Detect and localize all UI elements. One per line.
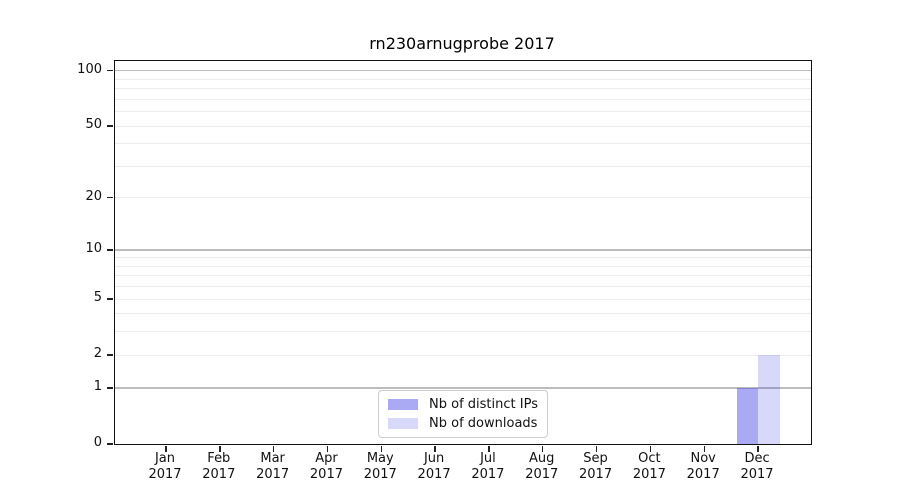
y-tick-label: 2 [93,346,102,362]
x-tick-mark [542,446,544,452]
x-tick-label: Feb 2017 [202,451,236,482]
y-tick-mark [107,298,113,300]
chart-title: rn230arnugprobe 2017 [369,34,555,53]
plot-area: Nb of distinct IPs Nb of downloads [107,60,812,452]
y-tick-label: 100 [77,61,102,77]
x-tick-mark [595,446,598,452]
y-tick-label: 0 [93,435,102,450]
gridline-major [115,387,811,389]
gridline-major [115,249,811,251]
x-tick-mark [326,446,329,452]
x-tick-mark [757,446,759,452]
x-tick-mark [703,446,705,452]
legend-label-downloads: Nb of downloads [429,416,538,431]
x-tick-label: Aug 2017 [525,451,559,482]
x-tick-label: May 2017 [363,451,397,482]
y-tick-mark [107,125,113,127]
y-tick-mark [107,443,113,445]
gridline-minor [115,98,811,100]
y-tick-label: 20 [85,188,102,204]
legend-swatch-distinct-ips [388,399,419,410]
gridline-minor [115,265,811,267]
legend-item-distinct-ips: Nb of distinct IPs [388,397,538,412]
y-tick-label: 10 [85,241,102,257]
x-tick-label: Nov 2017 [686,451,720,482]
x-tick-mark [434,446,436,452]
legend-swatch-downloads [388,418,419,429]
gridline-minor [115,275,811,277]
bar-downloads [758,355,780,444]
y-tick-mark [107,354,113,356]
y-tick-label: 1 [93,378,102,394]
gridline-minor [115,143,811,145]
x-tick-label: Apr 2017 [309,451,343,482]
x-tick-label: Mar 2017 [256,451,290,482]
y-tick-mark [107,70,113,72]
gridline-minor [115,286,811,288]
gridline-minor [115,197,811,199]
chart-legend: Nb of distinct IPs Nb of downloads [378,390,548,438]
y-tick-label: 50 [85,117,102,133]
bar-distinct-ips [736,387,759,444]
x-tick-mark [219,446,221,452]
y-tick-mark [107,387,113,389]
gridline-minor [115,313,811,315]
gridline-minor [115,298,811,300]
x-tick-mark [380,446,382,452]
legend-item-downloads: Nb of downloads [388,416,538,431]
gridline-minor [115,125,811,127]
y-tick-mark [107,249,113,251]
x-tick-mark [272,446,275,452]
y-tick-label: 5 [93,290,102,306]
x-tick-label: Jun 2017 [417,451,451,482]
x-tick-mark [488,446,490,452]
gridline-minor [115,78,811,80]
legend-label-distinct-ips: Nb of distinct IPs [429,397,538,412]
x-tick-mark [649,446,652,452]
x-tick-label: Oct 2017 [632,451,666,482]
x-axis: Jan 2017 Feb 2017 Mar 2017 Apr 2017 May 2017 Jun 20… [114,451,810,491]
gridline-minor [115,88,811,90]
gridline-minor [115,165,811,167]
y-axis: 0 1 2 5 10 20 50 100 [0,60,102,450]
x-tick-label: Sep 2017 [579,451,613,482]
y-tick-mark [107,197,113,199]
gridline-minor [115,354,811,356]
gridline-minor [115,257,811,259]
x-tick-label: Jul 2017 [471,451,505,482]
x-tick-label: Jan 2017 [148,451,182,482]
gridline-major [115,70,811,72]
x-tick-mark [165,446,167,452]
x-tick-label: Dec 2017 [740,451,774,482]
gridline-minor [115,111,811,113]
gridline-minor [115,331,811,333]
